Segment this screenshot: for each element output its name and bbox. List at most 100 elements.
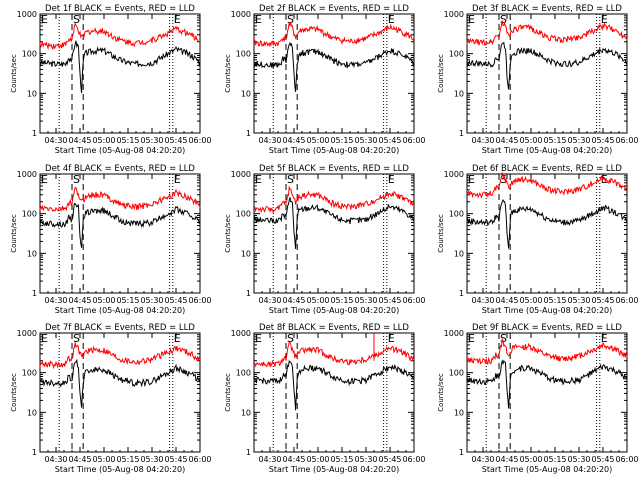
plot-frame <box>253 332 415 453</box>
y-axis-label: Counts/sec <box>224 214 232 253</box>
x-tick-label: 05:00 <box>519 136 542 145</box>
panel-det-5: Det 5f BLACK = Events, RED = LLD 1 10 100 10… <box>224 164 426 315</box>
event-marker-label: E <box>468 13 475 26</box>
y-tick-label: 1 <box>459 129 464 138</box>
y-tick-label: 10 <box>454 89 464 98</box>
y-tick-label: 10 <box>454 408 464 417</box>
y-tick-label: 10 <box>27 89 37 98</box>
y-tick-label: 100 <box>22 369 37 378</box>
x-tick-label: 04:45 <box>282 455 305 464</box>
event-marker-label: E <box>601 13 608 26</box>
panel-det-2: Det 2f BLACK = Events, RED = LLD 1 10 100 10… <box>224 4 426 155</box>
panel-title: Det 4f BLACK = Events, RED = LLD <box>45 164 195 174</box>
x-axis-label: Start Time (05-Aug-08 04:20:20) <box>55 306 186 315</box>
x-tick-label: 05:00 <box>92 296 115 305</box>
x-tick-label: 05:15 <box>543 136 566 145</box>
y-axis-label: Counts/sec <box>437 54 445 93</box>
x-tick-label: 04:30 <box>471 296 494 305</box>
x-tick-label: 05:45 <box>164 455 187 464</box>
x-tick-label: 05:30 <box>140 455 163 464</box>
x-tick-label: 05:00 <box>519 296 542 305</box>
x-tick-label: 05:45 <box>378 455 401 464</box>
y-tick-label: 100 <box>22 210 37 219</box>
event-marker-label: E <box>255 173 262 186</box>
panel-det-7: Det 7f BLACK = Events, RED = LLD 1 10 100 10… <box>10 323 212 474</box>
x-axis-label: Start Time (05-Aug-08 04:20:20) <box>482 146 613 155</box>
x-tick-label: 05:15 <box>543 296 566 305</box>
x-tick-label: 05:00 <box>519 455 542 464</box>
y-tick-label: 1 <box>32 289 37 298</box>
y-tick-label: 1 <box>32 448 37 457</box>
y-tick-label: 1000 <box>17 329 37 338</box>
x-tick-label: 05:15 <box>330 455 353 464</box>
y-tick-label: 1 <box>459 448 464 457</box>
x-tick-label: 04:30 <box>258 296 281 305</box>
y-tick-label: 1 <box>459 289 464 298</box>
y-tick-label: 100 <box>236 369 251 378</box>
y-tick-label: 1000 <box>444 10 464 19</box>
lld-series-line <box>39 22 200 51</box>
event-marker-label: S <box>73 173 80 186</box>
panel-det-6: Det 6f BLACK = Events, RED = LLD 1 10 100 10… <box>437 164 639 315</box>
x-tick-label: 05:15 <box>116 136 139 145</box>
y-tick-label: 1 <box>246 289 251 298</box>
panel-title: Det 6f BLACK = Events, RED = LLD <box>472 164 622 174</box>
plot-frame <box>466 173 628 294</box>
y-tick-label: 10 <box>27 408 37 417</box>
x-tick-label: 04:45 <box>68 136 91 145</box>
x-tick-label: 05:30 <box>354 136 377 145</box>
x-tick-label: 04:30 <box>44 136 67 145</box>
lld-series-line <box>466 20 628 46</box>
events-series-line <box>466 359 628 409</box>
x-tick-label: 04:45 <box>495 136 518 145</box>
x-tick-label: 05:30 <box>567 296 590 305</box>
x-tick-label: 05:45 <box>378 296 401 305</box>
plot-frame <box>39 332 201 453</box>
x-axis-label: Start Time (05-Aug-08 04:20:20) <box>269 306 400 315</box>
lld-series-line <box>466 337 628 366</box>
y-tick-label: 1000 <box>17 170 37 179</box>
y-tick-label: 100 <box>449 50 464 59</box>
x-tick-label: 05:00 <box>306 296 329 305</box>
plot-frame <box>39 13 201 134</box>
events-series-line <box>39 40 201 94</box>
plot-frame <box>466 13 628 134</box>
lld-series-line <box>253 21 415 48</box>
x-tick-label: 04:45 <box>68 455 91 464</box>
x-axis-label: Start Time (05-Aug-08 04:20:20) <box>55 465 186 474</box>
y-tick-label: 10 <box>241 249 251 258</box>
event-marker-label: S <box>287 173 294 186</box>
y-tick-label: 1 <box>32 129 37 138</box>
y-tick-label: 1000 <box>17 10 37 19</box>
x-tick-label: 04:30 <box>471 455 494 464</box>
event-marker-label: S <box>287 332 294 345</box>
event-marker-label: E <box>41 13 48 26</box>
plot-frame <box>466 332 628 453</box>
x-tick-label: 05:15 <box>543 455 566 464</box>
events-series-line <box>253 41 415 93</box>
x-tick-label: 05:45 <box>591 136 614 145</box>
y-tick-label: 1000 <box>444 329 464 338</box>
event-marker-label: E <box>388 332 395 345</box>
event-marker-label: S <box>73 332 80 345</box>
x-axis-label: Start Time (05-Aug-08 04:20:20) <box>269 146 400 155</box>
events-series-line <box>253 360 415 411</box>
panel-det-8: Det 8f BLACK = Events, RED = LLD 1 10 100 10… <box>224 323 426 474</box>
panel-title: Det 5f BLACK = Events, RED = LLD <box>259 164 409 174</box>
y-axis-label: Counts/sec <box>224 54 232 93</box>
events-series-line <box>466 198 628 249</box>
y-tick-label: 1000 <box>231 329 251 338</box>
x-tick-label: 04:45 <box>282 296 305 305</box>
panel-title: Det 8f BLACK = Events, RED = LLD <box>259 323 409 333</box>
x-tick-label: 05:45 <box>591 455 614 464</box>
x-tick-label: 06:00 <box>402 455 425 464</box>
events-series-line <box>253 197 415 249</box>
x-tick-label: 05:15 <box>330 136 353 145</box>
x-axis-label: Start Time (05-Aug-08 04:20:20) <box>269 465 400 474</box>
panel-det-3: Det 3f BLACK = Events, RED = LLD 1 10 100 10… <box>437 4 639 155</box>
y-tick-label: 100 <box>449 369 464 378</box>
event-marker-label: E <box>388 13 395 26</box>
x-tick-label: 04:45 <box>282 136 305 145</box>
event-marker-label: E <box>388 173 395 186</box>
